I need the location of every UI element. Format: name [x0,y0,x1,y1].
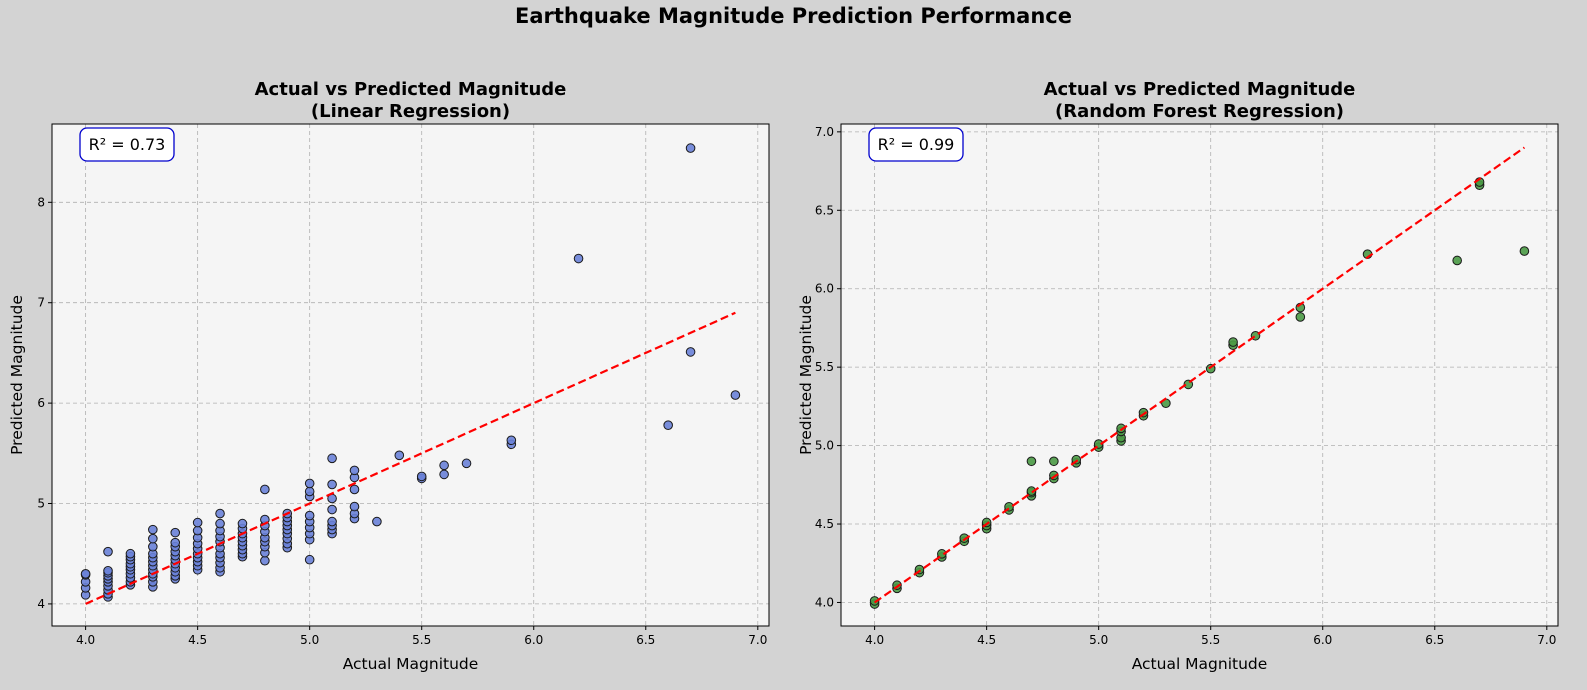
data-point [170,527,181,538]
chart-subtitle: (Random Forest Regression) [1055,101,1344,122]
data-point [327,453,337,464]
x-tick-label: 6.0 [524,633,543,647]
annotation-text: R² = 0.99 [878,135,955,154]
data-point [304,510,315,521]
x-tick-label: 4.5 [977,633,996,647]
x-tick-label: 4.0 [76,633,95,647]
data-point [1519,246,1530,256]
data-point [215,508,225,519]
data-point [304,554,315,565]
data-point [260,484,270,495]
y-tick-label: 6 [37,396,45,410]
data-point [349,501,360,512]
x-tick-label: 7.0 [748,633,767,647]
data-point [80,568,91,579]
y-tick-label: 5 [37,497,45,511]
perfect-fit-line [85,311,736,605]
data-point [685,347,696,357]
data-point [372,516,382,527]
y-tick-label: 6.5 [815,203,834,217]
y-tick-label: 4 [37,597,45,611]
axes-frame [51,123,770,627]
y-tick-label: 5.0 [815,439,834,453]
y-tick-label: 7.0 [815,125,834,139]
data-point [349,465,360,476]
data-point [170,537,181,548]
x-tick-label: 5.5 [412,633,431,647]
r-squared-annotation: R² = 0.99 [868,127,964,162]
chart-linear-regression: 4.0 4.5 5.0 5.5 6.0 6.5 7.0 4 5 6 7 8 Actual vs Pred… [8,79,770,673]
x-tick-label: 6.0 [1313,633,1332,647]
r-squared-annotation: R² = 0.73 [79,127,175,162]
data-point [1295,312,1306,322]
data-point [1452,255,1462,266]
y-axis-label: Predicted Magnitude [797,295,815,455]
y-tick-label: 5.5 [815,360,834,374]
x-tick-label: 5.5 [1201,633,1220,647]
figure-title: Earthquake Magnitude Prediction Performa… [515,4,1072,28]
data-point [349,484,360,495]
data-point [327,504,337,515]
data-point [148,541,158,552]
x-tick-label: 5.0 [1089,633,1108,647]
data-point [959,533,970,543]
chart-title: Actual vs Predicted Magnitude [1044,79,1356,100]
x-tick-label: 4.0 [865,633,884,647]
data-point [506,435,517,446]
data-point [1026,456,1037,467]
data-point [685,143,696,153]
data-point [237,518,248,529]
data-point [215,518,225,529]
x-tick-label: 6.5 [1425,633,1444,647]
data-point [304,478,315,489]
data-point [663,420,673,431]
data-point [869,596,880,606]
data-point [260,555,270,566]
y-tick-label: 8 [37,195,45,209]
x-axis-label: Actual Magnitude [343,655,479,673]
chart-title: Actual vs Predicted Magnitude [255,79,567,100]
data-point [1116,423,1126,434]
y-tick-label: 6.0 [815,282,834,296]
data-point [125,548,136,559]
data-point [394,450,405,461]
x-tick-label: 5.0 [300,633,319,647]
data-point [1026,486,1037,496]
data-point [148,533,158,544]
x-axis-label: Actual Magnitude [1132,655,1268,673]
data-point [416,471,427,482]
y-tick-label: 7 [37,296,45,310]
data-point [327,516,337,527]
x-tick-label: 6.5 [636,633,655,647]
data-point [304,486,315,497]
x-tick-label: 7.0 [1537,633,1556,647]
annotation-box [79,127,175,162]
x-tick-label: 4.5 [188,633,207,647]
data-point [573,253,584,264]
data-point [103,565,113,576]
axes-frame [840,123,1559,627]
data-point [192,517,203,528]
data-point [148,524,158,535]
data-point [439,460,449,471]
chart-random-forest-regression: 4.0 4.5 5.0 5.5 6.0 6.5 7.0 4.0 4.5 5.0 5.5 6.0 6.5 7… [797,79,1559,673]
data-point [461,458,472,469]
perfect-fit-line [873,146,1526,604]
data-point [103,546,113,557]
data-point [1049,456,1059,467]
annotation-text: R² = 0.73 [89,135,166,154]
chart-subtitle: (Linear Regression) [311,101,510,122]
data-point [327,479,337,490]
annotation-box [868,127,964,162]
data-point [439,469,449,480]
plot-area [52,124,769,626]
y-axis-label: Predicted Magnitude [8,295,26,455]
data-point [730,390,741,400]
data-point [1228,337,1238,347]
y-tick-label: 4.0 [815,595,834,609]
y-tick-label: 4.5 [815,517,834,531]
data-point [192,525,203,536]
